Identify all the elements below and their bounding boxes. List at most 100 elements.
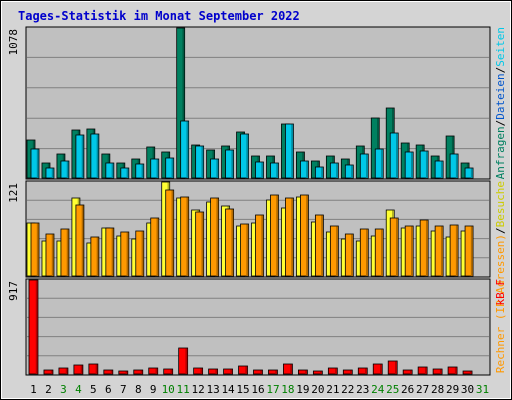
bar-face: [268, 369, 278, 375]
bar-rechner-ip-adressen--day-28: [434, 225, 444, 277]
day-label-23: 23: [356, 383, 369, 396]
day-label-3: 3: [60, 383, 67, 396]
bar-kb-f-day-14: [223, 368, 233, 375]
day-label-10: 10: [162, 383, 175, 396]
bar-face: [300, 160, 309, 179]
bar-face: [43, 369, 54, 375]
bar-shade: [291, 124, 294, 178]
bar-rechner-ip-adressen--day-2: [45, 233, 55, 277]
bar-shade: [185, 348, 188, 374]
bar-shade: [377, 118, 379, 178]
bar-kb-f-day-11: [178, 347, 189, 375]
bar-shade: [111, 163, 114, 178]
bar-face: [148, 367, 159, 375]
bar-kb-f-day-21: [327, 367, 338, 375]
bar-shade: [216, 198, 219, 276]
bar-rechner-ip-adressen--day-5: [90, 236, 100, 277]
bar-shade: [275, 370, 278, 374]
bar-kb-f-day-28: [432, 368, 443, 375]
bar-face: [253, 369, 263, 375]
bar-shade: [454, 367, 457, 374]
bar-seiten-day-7: [120, 167, 130, 179]
bar-shade: [306, 195, 309, 276]
bar-face: [270, 194, 279, 277]
bar-shade: [182, 28, 185, 178]
bar-shade: [186, 121, 189, 178]
bar-seiten-day-25: [389, 132, 399, 179]
day-label-1: 1: [30, 383, 37, 396]
bar-rechner-ip-adressen--day-1: [30, 222, 40, 277]
bar-kb-f-day-22: [342, 369, 353, 375]
bar-face: [342, 369, 353, 375]
right-label-middle: Rechner (IP-Adressen)/Besuche: [494, 181, 507, 373]
right-label-part: Besuche: [494, 181, 507, 227]
right-label-part: /: [494, 227, 507, 234]
bar-kb-f-day-29: [447, 366, 458, 375]
day-label-26: 26: [401, 383, 414, 396]
bar-face: [329, 162, 339, 179]
bar-face: [135, 163, 145, 179]
day-label-14: 14: [221, 383, 235, 396]
bar-kb-f-day-20: [312, 370, 323, 375]
bar-shade: [36, 223, 39, 276]
bar-shade: [409, 370, 412, 374]
bar-face: [447, 366, 458, 375]
bar-rechner-ip-adressen--day-23: [359, 228, 369, 277]
y-max-label: 917: [7, 281, 20, 301]
bar-face: [180, 196, 190, 277]
day-label-20: 20: [311, 383, 324, 396]
day-label-29: 29: [446, 383, 459, 396]
bar-face: [359, 228, 369, 277]
day-label-6: 6: [105, 383, 112, 396]
day-label-28: 28: [431, 383, 444, 396]
day-label-13: 13: [206, 383, 219, 396]
bar-shade: [260, 370, 263, 374]
bar-kb-f-day-25: [387, 360, 398, 375]
bar-face: [88, 363, 99, 375]
bar-face: [434, 160, 444, 179]
bar-face: [240, 223, 249, 277]
bar-rechner-ip-adressen--day-11: [180, 196, 190, 277]
bar-shade: [424, 367, 427, 374]
bar-shade: [336, 163, 338, 178]
right-label-part: kB F: [494, 279, 507, 306]
bar-face: [30, 222, 40, 277]
bar-face: [270, 162, 279, 179]
bar-face: [255, 214, 264, 277]
bar-shade: [141, 164, 144, 178]
bar-shade: [351, 234, 353, 276]
bar-face: [163, 368, 174, 375]
bar-face: [327, 367, 338, 375]
bar-face: [372, 363, 383, 375]
day-label-9: 9: [150, 383, 157, 396]
bar-kb-f-day-7: [118, 370, 129, 375]
bar-face: [419, 150, 429, 179]
bar-seiten-day-4: [75, 134, 85, 179]
bar-shade: [291, 198, 294, 276]
bar-kb-f-day-3: [58, 367, 69, 375]
bar-face: [238, 365, 248, 375]
bar-seiten-day-12: [195, 145, 205, 179]
bar-shade: [261, 215, 264, 276]
bar-face: [449, 153, 459, 179]
bar-face: [240, 133, 249, 179]
panel-kbytes: 917: [7, 278, 491, 376]
bar-shade: [51, 234, 54, 276]
bar-rechner-ip-adressen--day-25: [389, 217, 399, 277]
bar-rechner-ip-adressen--day-27: [419, 219, 429, 277]
day-label-5: 5: [90, 383, 97, 396]
bar-face: [30, 148, 40, 179]
bar-shade: [396, 133, 398, 178]
bar-face: [120, 167, 130, 179]
bar-seiten-day-20: [314, 166, 324, 179]
day-label-24: 24: [371, 383, 385, 396]
bar-seiten-day-9: [150, 158, 160, 179]
day-label-16: 16: [251, 383, 264, 396]
bar-shade: [215, 369, 218, 374]
bar-shade: [276, 163, 279, 178]
bar-kb-f-day-19: [298, 369, 308, 375]
day-label-21: 21: [326, 383, 339, 396]
bar-seiten-day-16: [255, 161, 264, 179]
bar-face: [300, 194, 309, 277]
panel-hosts: 121: [7, 180, 491, 278]
